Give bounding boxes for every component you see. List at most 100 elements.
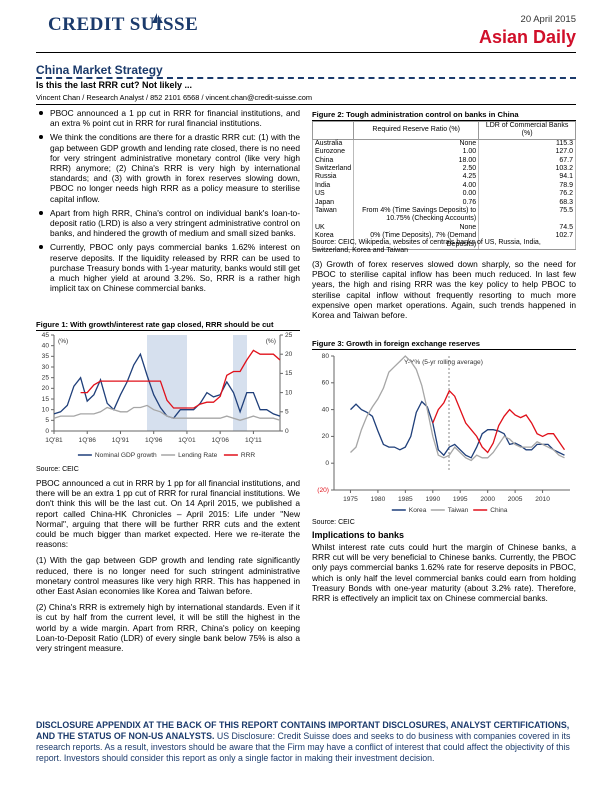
figure-source: Source: CEIC, Wikipedia, websites of cen…: [312, 239, 541, 255]
report-date: 20 April 2015: [520, 14, 576, 25]
x-tick-label: 1Q'01: [178, 437, 196, 444]
table-row: Japan 0.76 68.3: [311, 198, 576, 208]
table-cell: Australia: [311, 139, 355, 149]
table-cell: Japan: [311, 198, 355, 208]
left-paragraphs: PBOC announced a cut in RRR by 1 pp for …: [36, 478, 300, 659]
table-cell: 78.9: [478, 181, 576, 191]
bullet: Apart from high RRR, China's control on …: [39, 207, 300, 239]
headline: Is this the last RRR cut? Not likely ...: [36, 80, 193, 90]
y-tick-label: 40: [322, 406, 330, 413]
table-cell: UK: [311, 223, 355, 233]
x-tick-label: 1Q'86: [79, 437, 97, 444]
series-line: [350, 355, 565, 462]
series-line: [80, 349, 281, 409]
table-cell: 0.00: [353, 190, 480, 199]
table-cell: 18.00: [353, 156, 480, 166]
byline-rule: [36, 104, 576, 105]
figure-title: Figure 1: With growth/interest rate gap …: [36, 320, 300, 331]
table-cell: 75.5: [478, 207, 576, 224]
paragraph: (1) With the gap between GDP growth and …: [36, 555, 300, 597]
table-cell: 103.2: [478, 165, 576, 174]
table-row: UK None 74.5: [311, 223, 576, 233]
series-line: [432, 389, 566, 454]
table-row: Russia 4.25 94.1: [311, 173, 576, 182]
table-cell: 68.3: [478, 198, 576, 208]
legend-label: Korea: [409, 507, 427, 514]
y-tick-label: 80: [322, 353, 330, 360]
table-row: Australia None 115.3: [311, 139, 576, 149]
y-tick-label: 25: [42, 374, 50, 381]
table-row: Taiwan From 4% (Time Savings Deposits) to…: [311, 207, 576, 224]
legend-label: China: [490, 507, 508, 514]
y-axis-label: (%): [58, 338, 68, 345]
x-tick-label: 1Q'11: [245, 437, 262, 444]
publication-name: Asian Daily: [478, 27, 576, 47]
x-tick-label: 1975: [343, 496, 358, 503]
table-cell: 1.00: [353, 148, 480, 157]
x-tick-label: 2000: [480, 496, 495, 503]
table-cell: From 4% (Time Savings Deposits) to 10.75…: [353, 207, 480, 224]
table-cell: None: [353, 223, 480, 233]
disclosure: DISCLOSURE APPENDIX AT THE BACK OF THIS …: [36, 720, 576, 764]
figure-1-chart: 0 5 10 15 20 25 30 35 40 45 0 5 10 15 20 25 (%) (%) 1Q'81 1…: [42, 332, 293, 459]
x-tick-label: 1980: [371, 496, 386, 503]
right-paragraph: (3) Growth of forex reserves slowed down…: [312, 259, 576, 326]
brand-logo: CREDIT SUISSE: [48, 14, 199, 35]
y-tick-label: 45: [42, 332, 50, 339]
x-tick-label: 1Q'06: [211, 437, 229, 444]
table-cell: US: [311, 190, 355, 199]
y-tick-label: 15: [285, 370, 293, 377]
table-cell: 127.0: [478, 148, 576, 157]
table-cell: 115.3: [478, 139, 576, 149]
shaded-period: [233, 335, 247, 431]
x-tick-label: 2010: [535, 496, 550, 503]
figure-title: Figure 3: Growth in foreign exchange res…: [312, 339, 576, 350]
x-tick-label: 1Q'96: [145, 437, 163, 444]
table-cell: Eurozone: [311, 148, 355, 157]
y-tick-label: 0: [45, 428, 49, 435]
y-tick-label: (20): [317, 487, 329, 494]
x-tick-label: 1985: [398, 496, 413, 503]
header-rule: [36, 52, 576, 53]
y-tick-label: 15: [42, 396, 50, 403]
figure-3-chart: (20) 0 20 40 60 80 Y-Y% (5-yr rolling average)…: [317, 353, 570, 514]
y-tick-label: 35: [42, 353, 50, 360]
y-tick-label: 20: [322, 433, 330, 440]
section-rule: [36, 64, 576, 79]
bullet: We think the conditions are there for a …: [39, 132, 300, 204]
figure-source: Source: CEIC: [36, 466, 79, 473]
legend-label: Lending Rate: [178, 452, 218, 459]
disclosure-text: US Disclosure: Credit Suisse does and se…: [36, 731, 571, 763]
annotation: Y-Y% (5-yr rolling average): [404, 359, 483, 366]
table-cell: 74.5: [478, 223, 576, 233]
x-tick-label: 1Q'91: [112, 437, 130, 444]
y-tick-label: 0: [285, 428, 289, 435]
table-cell: 2.50: [353, 165, 480, 174]
table-cell: 4.25: [353, 173, 480, 182]
table-cell: Switzerland: [311, 165, 355, 174]
bank-control-table: Required Reserve Ratio (%) LDR of Commerc…: [311, 121, 576, 251]
table-row: Eurozone 1.00 127.0: [311, 148, 576, 157]
table-cell: China: [311, 156, 355, 166]
table-row: India 4.00 78.9: [311, 181, 576, 191]
table-cell: 76.2: [478, 190, 576, 199]
table-cell: 67.7: [478, 156, 576, 166]
table-cell: Russia: [311, 173, 355, 182]
paragraph: (3) Growth of forex reserves slowed down…: [312, 259, 576, 321]
table-header: LDR of Commercial Banks (%): [478, 121, 576, 140]
implications-paragraph: Whilst interest rate cuts could hurt the…: [312, 542, 576, 609]
table-cell: 4.00: [353, 181, 480, 191]
table-row: China 18.00 67.7: [311, 156, 576, 166]
paragraph: (2) China's RRR is extremely high by int…: [36, 602, 300, 654]
disclosure-bold: DISCLOSURE APPENDIX AT THE BACK OF THIS …: [36, 720, 570, 741]
y-tick-label: 30: [42, 364, 50, 371]
x-tick-label: 1995: [453, 496, 468, 503]
table-cell: Korea: [311, 232, 355, 251]
table-cell: 94.1: [478, 173, 576, 182]
table-cell: 0.76: [353, 198, 480, 208]
y-tick-label: 20: [285, 351, 293, 358]
series-line: [53, 404, 281, 421]
table-row: Switzerland 2.50 103.2: [311, 165, 576, 174]
x-tick-label: 2005: [508, 496, 523, 503]
